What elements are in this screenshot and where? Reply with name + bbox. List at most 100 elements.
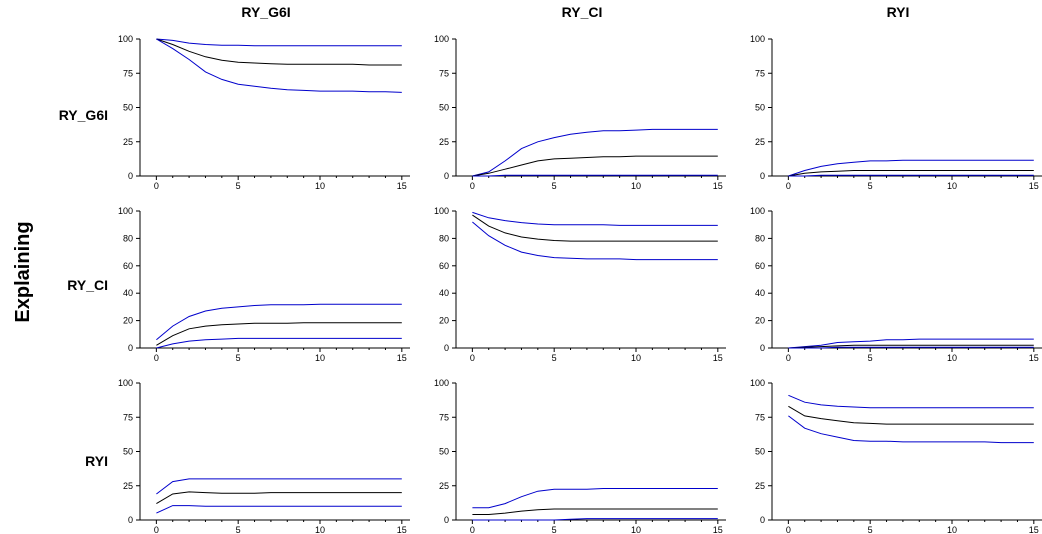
series-line-center	[472, 214, 718, 242]
x-tick-label: 0	[786, 353, 791, 363]
explaining-label: Explaining	[12, 221, 34, 322]
y-tick-label: 25	[439, 481, 449, 491]
x-tick-label: 10	[315, 353, 325, 363]
y-tick-label: 0	[760, 171, 765, 181]
series-line-lower	[156, 505, 402, 514]
y-tick-label: 100	[434, 206, 449, 216]
series-line-upper	[788, 338, 1034, 349]
y-tick-label: 100	[434, 378, 449, 388]
x-tick-label: 10	[631, 353, 641, 363]
series-line-upper	[156, 478, 402, 495]
x-tick-label: 0	[154, 525, 159, 534]
y-tick-label: 0	[444, 171, 449, 181]
y-tick-label: 100	[750, 206, 765, 216]
series-line-lower	[788, 346, 1034, 349]
y-tick-label: 40	[123, 288, 133, 298]
y-tick-label: 0	[444, 515, 449, 525]
x-tick-label: 5	[552, 181, 557, 191]
x-tick-label: 10	[631, 525, 641, 534]
y-tick-label: 25	[755, 481, 765, 491]
x-tick-label: 0	[470, 353, 475, 363]
series-line-center	[472, 508, 718, 515]
x-tick-label: 5	[868, 525, 873, 534]
y-tick-label: 80	[755, 233, 765, 243]
x-tick-label: 15	[713, 353, 723, 363]
x-tick-label: 5	[236, 525, 241, 534]
y-tick-label: 25	[123, 137, 133, 147]
x-tick-label: 0	[786, 525, 791, 534]
series-line-lower	[472, 174, 718, 177]
x-tick-label: 5	[868, 181, 873, 191]
y-tick-label: 60	[123, 261, 133, 271]
series-line-center	[472, 155, 718, 177]
panel-ry-ci-ry-g6i: 0 20 40 60 80 100 0 5 10 15	[118, 206, 410, 363]
series-line-upper	[156, 303, 402, 341]
panel-ry-ci-ry-ci: 0 20 40 60 80 100 0 5 10 15	[434, 206, 726, 363]
x-tick-label: 5	[236, 181, 241, 191]
y-tick-label: 40	[439, 288, 449, 298]
y-tick-label: 0	[128, 515, 133, 525]
y-tick-label: 60	[755, 261, 765, 271]
series-line-lower	[156, 337, 402, 349]
series-line-lower	[472, 518, 718, 521]
y-tick-label: 80	[123, 233, 133, 243]
x-tick-label: 10	[947, 181, 957, 191]
y-tick-label: 50	[755, 447, 765, 457]
x-tick-label: 10	[947, 353, 957, 363]
x-tick-label: 15	[397, 525, 407, 534]
series-line-upper	[472, 488, 718, 509]
y-tick-label: 50	[439, 447, 449, 457]
y-tick-label: 100	[118, 378, 133, 388]
series-line-center	[156, 322, 402, 346]
y-tick-label: 0	[128, 171, 133, 181]
y-tick-label: 20	[755, 316, 765, 326]
series-line-lower	[788, 174, 1034, 177]
x-tick-label: 10	[631, 181, 641, 191]
y-tick-label: 100	[750, 378, 765, 388]
series-line-upper	[788, 394, 1034, 409]
panel-ry-g6i-ry-g6i: 0 25 50 75 100 0 5 10 15	[118, 34, 410, 191]
series-line-center	[156, 491, 402, 505]
y-tick-label: 60	[439, 261, 449, 271]
y-tick-label: 25	[755, 137, 765, 147]
panel-ry-ci-ryi: 0 20 40 60 80 100 0 5 10 15	[750, 206, 1042, 363]
panel-ryi-ry-ci: 0 25 50 75 100 0 5 10 15	[434, 378, 726, 534]
series-line-upper	[472, 128, 718, 177]
y-tick-label: 0	[444, 343, 449, 353]
y-tick-label: 75	[439, 68, 449, 78]
x-tick-label: 0	[154, 181, 159, 191]
y-tick-label: 50	[439, 103, 449, 113]
x-tick-label: 15	[1029, 525, 1039, 534]
y-tick-label: 50	[123, 447, 133, 457]
y-tick-label: 50	[755, 103, 765, 113]
y-tick-label: 40	[755, 288, 765, 298]
series-line-lower	[156, 38, 402, 93]
x-tick-label: 15	[1029, 181, 1039, 191]
x-tick-label: 0	[470, 181, 475, 191]
x-tick-label: 10	[315, 525, 325, 534]
series-line-center	[788, 170, 1034, 177]
series-line-center	[788, 405, 1034, 425]
x-tick-label: 15	[1029, 353, 1039, 363]
panel-ry-g6i-ryi: 0 25 50 75 100 0 5 10 15	[750, 34, 1042, 191]
y-tick-label: 0	[760, 343, 765, 353]
x-tick-label: 15	[713, 525, 723, 534]
x-tick-label: 10	[947, 525, 957, 534]
y-tick-label: 75	[439, 412, 449, 422]
y-tick-label: 0	[760, 515, 765, 525]
y-tick-label: 100	[750, 34, 765, 44]
panel-ry-g6i-ry-ci: 0 25 50 75 100 0 5 10 15	[434, 34, 726, 191]
y-tick-label: 100	[118, 206, 133, 216]
x-tick-label: 5	[236, 353, 241, 363]
series-line-lower	[788, 415, 1034, 444]
y-tick-label: 100	[118, 34, 133, 44]
row-label-ry-g6i: RY_G6I	[59, 107, 108, 123]
y-tick-label: 80	[439, 233, 449, 243]
y-tick-label: 75	[755, 68, 765, 78]
column-title-ry-g6i: RY_G6I	[241, 4, 290, 20]
y-tick-label: 25	[123, 481, 133, 491]
x-tick-label: 15	[713, 181, 723, 191]
y-tick-label: 20	[439, 316, 449, 326]
